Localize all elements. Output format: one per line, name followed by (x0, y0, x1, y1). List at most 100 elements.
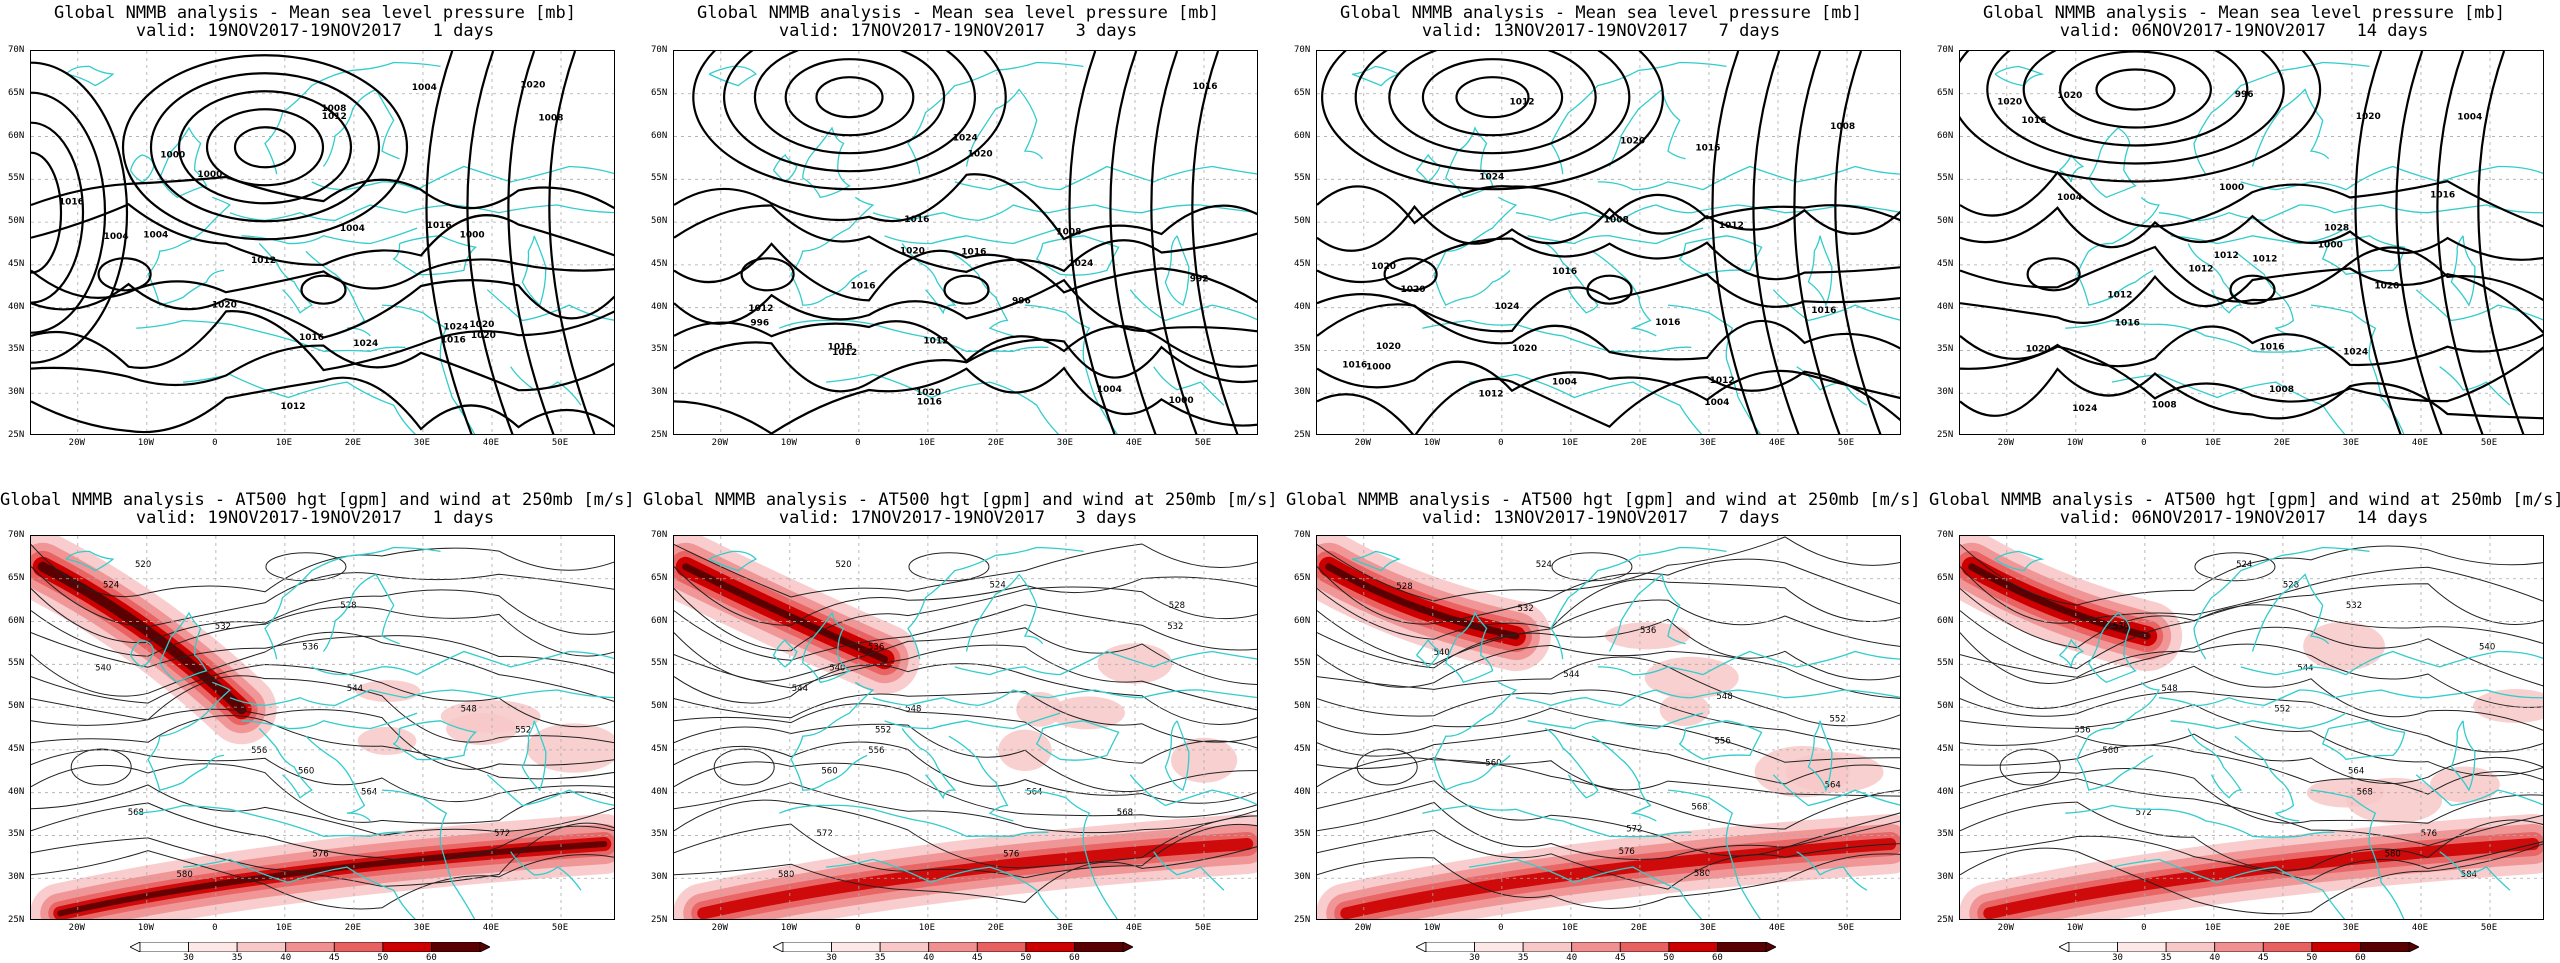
coastline (901, 728, 957, 800)
height-contour (674, 703, 1257, 764)
lat-label: 25N (8, 915, 25, 925)
lon-label: 0 (855, 438, 861, 448)
wind-patch (2303, 621, 2385, 671)
colorbar-tick-label: 60 (426, 953, 437, 963)
coastline (2187, 243, 2243, 314)
isobar (31, 344, 614, 392)
lat-label: 25N (651, 430, 668, 440)
lon-label: 40E (2411, 438, 2429, 448)
isobar-label: 1008 (2152, 401, 2177, 411)
isobar-closed (2026, 257, 2081, 292)
wind-colorbar (130, 942, 490, 952)
lat-label: 60N (1294, 615, 1311, 626)
height-contour (674, 690, 1257, 743)
height-contour (1317, 757, 1900, 830)
lon-label: 40E (482, 923, 500, 933)
lon-label: 10W (1423, 923, 1440, 933)
lat-label: 35N (651, 344, 668, 355)
isobar-label: 1012 (2188, 265, 2213, 275)
height-contour (1960, 768, 2543, 824)
coastline (311, 165, 614, 191)
lon-label: 10W (780, 438, 797, 448)
coastline (1164, 720, 1190, 792)
coastline (1796, 366, 1868, 406)
height-label: 556 (2074, 725, 2090, 735)
isobar (1960, 245, 2543, 303)
height-label: 552 (515, 725, 531, 735)
height-contour (31, 632, 614, 674)
height-label: 548 (905, 705, 921, 715)
coastline (1035, 720, 1120, 761)
isobar-label: 1020 (2026, 344, 2051, 354)
isobar-label: 1024 (1068, 259, 1093, 269)
coastline (521, 235, 547, 307)
height-contour (1960, 626, 2543, 687)
lat-label: 30N (1937, 872, 1954, 883)
height-contour (674, 586, 1257, 652)
coastline (790, 681, 875, 791)
lat-label: 30N (8, 872, 25, 883)
colorbar-tick-label: 30 (2112, 953, 2123, 963)
height-label: 560 (2102, 746, 2118, 756)
lat-label: 50N (8, 701, 25, 712)
lat-label: 60N (1294, 130, 1311, 141)
lat-label: 35N (8, 829, 25, 840)
lat-label: 55N (8, 173, 25, 184)
colorbar-swatch (1717, 942, 1767, 952)
lat-label: 25N (8, 430, 25, 440)
isobar-label: 1020 (1371, 262, 1396, 272)
isobar-label: 1004 (1704, 398, 1729, 408)
isobar-closed (1383, 257, 1438, 292)
lat-label: 45N (1937, 743, 1954, 754)
coastline (1515, 204, 1900, 222)
lat-label: 35N (1294, 344, 1311, 355)
lat-label: 65N (8, 572, 25, 583)
height-contour (1960, 733, 2543, 785)
map-canvas: 520 524 528 532 536 540 544 548 552 556 560 564 568 5… (674, 536, 1257, 919)
height-contour (674, 644, 1257, 711)
isobar (1068, 51, 1116, 434)
wind-patch (1016, 691, 1063, 727)
isobar (1960, 170, 2543, 228)
isobar-label: 1020 (900, 247, 925, 257)
colorbar-swatch (382, 942, 432, 952)
jet-band (1325, 563, 1520, 640)
coastline (241, 712, 418, 730)
wind-colorbar (2059, 942, 2419, 952)
lon-label: 20W (1997, 923, 2014, 933)
jet-band (682, 563, 889, 663)
height-contour (674, 823, 1257, 879)
coastline (147, 196, 231, 306)
isobar-closed (1586, 274, 1633, 305)
colorbar-tick-label: 35 (874, 953, 886, 963)
isobar-label: 1024 (353, 339, 378, 349)
coastline (1591, 250, 1657, 337)
height-contour (1317, 578, 1900, 640)
lon-label: 10E (275, 438, 293, 448)
coastline (136, 804, 406, 837)
coastline (1678, 235, 1763, 275)
height-contour (674, 782, 1257, 834)
lat-label: 55N (1937, 658, 1954, 669)
colorbar-swatch (2214, 942, 2264, 952)
lat-label: 65N (1937, 572, 1954, 583)
height-contour (1317, 757, 1900, 797)
coastline (1667, 304, 1761, 434)
colorbar-end-right (479, 942, 490, 952)
lat-label: 70N (8, 45, 25, 55)
lon-label: 0 (2141, 923, 2147, 933)
coastline (311, 650, 614, 676)
colorbar-tick-label: 50 (1663, 953, 1675, 963)
isobar-low (233, 126, 297, 169)
isobar-high (31, 151, 63, 274)
isobar-label: 1016 (2260, 343, 2285, 353)
coastline (826, 373, 1060, 434)
wind-patch (446, 713, 518, 745)
height-label: 540 (2479, 643, 2495, 653)
colorbar-end-left (2059, 942, 2070, 952)
coastline (1667, 789, 1761, 919)
colorbar-swatch (1474, 942, 1524, 952)
colorbar-tick-label: 30 (1469, 953, 1480, 963)
isobar-high (31, 91, 107, 334)
lon-label: 0 (212, 438, 218, 448)
